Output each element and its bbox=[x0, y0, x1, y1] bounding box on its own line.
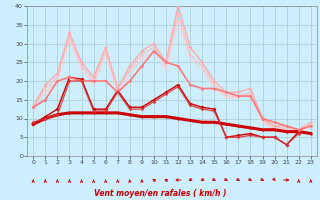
Text: Vent moyen/en rafales ( km/h ): Vent moyen/en rafales ( km/h ) bbox=[94, 189, 226, 198]
